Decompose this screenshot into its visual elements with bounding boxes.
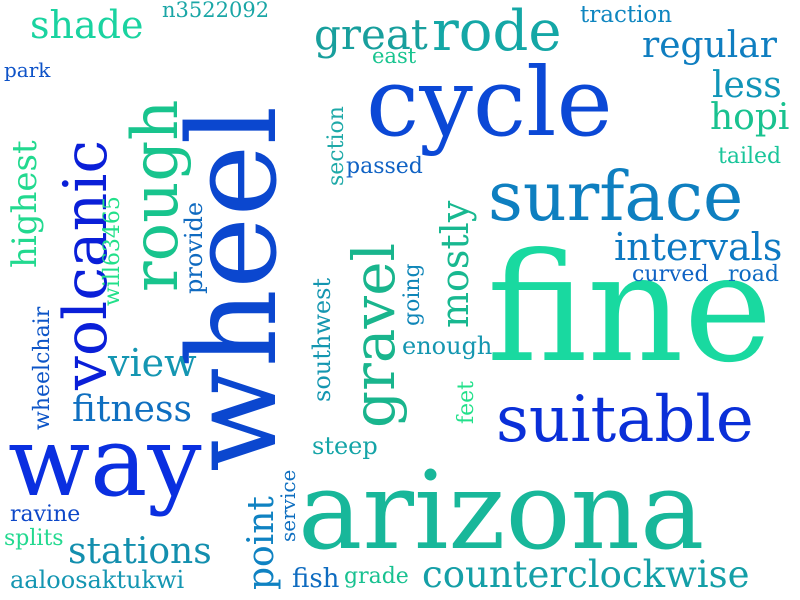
word-wheelchair: wheelchair (30, 306, 55, 430)
word-intervals: intervals (614, 225, 783, 269)
word-stations: stations (68, 531, 212, 572)
word-fitness: fitness (72, 389, 192, 430)
word-park: park (4, 58, 51, 82)
word-suitable: suitable (496, 383, 754, 457)
word-cycle: cycle (366, 48, 613, 158)
word-road: road (728, 262, 779, 287)
word-grade: grade (344, 564, 409, 589)
word-regular: regular (642, 25, 777, 66)
word-rough: rough (119, 99, 193, 292)
word-service: service (276, 469, 300, 542)
word-arizona: arizona (298, 449, 705, 574)
word-view: view (108, 341, 197, 385)
word-less: less (712, 65, 782, 106)
word-point: point (241, 496, 282, 590)
word-enough: enough (402, 332, 493, 360)
word-mostly: mostly (433, 200, 477, 328)
word-east: east (372, 44, 417, 68)
word-passed: passed (346, 154, 423, 179)
word-traction: traction (580, 2, 673, 28)
word-will63465: will63465 (100, 196, 125, 306)
word-surface: surface (488, 158, 744, 237)
word-way: way (8, 406, 202, 518)
word-ravine: ravine (10, 502, 81, 527)
word-highest: highest (5, 140, 45, 268)
word-gravel: gravel (340, 242, 408, 428)
word-going: going (400, 263, 425, 326)
word-steep: steep (312, 432, 378, 460)
word-rode: rode (432, 0, 562, 64)
word-hopi: hopi (710, 97, 790, 138)
word-splits: splits (4, 526, 64, 551)
word-feet: feet (454, 380, 479, 424)
word-provide: provide (180, 201, 208, 294)
word-curved: curved (632, 262, 709, 287)
word-n3522092: n3522092 (162, 0, 270, 22)
word-fine: fine (487, 222, 773, 396)
word-great: great (314, 10, 428, 59)
word-tailed: tailed (718, 144, 782, 169)
word-aaloosaktukwi: aaloosaktukwi (10, 566, 185, 594)
word-counterclockwise: counterclockwise (422, 553, 750, 596)
word-section: section (324, 106, 349, 186)
word-southwest: southwest (308, 277, 336, 402)
word-shade: shade (30, 3, 144, 47)
word-fish: fish (292, 564, 340, 594)
